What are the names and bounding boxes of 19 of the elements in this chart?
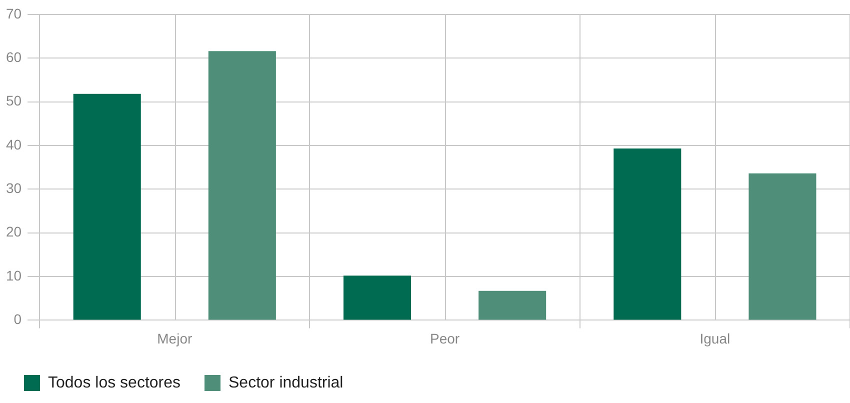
bar [73,94,141,320]
bar [208,51,276,320]
legend-label: Sector industrial [228,374,344,392]
y-tick-label: 30 [6,180,22,196]
y-tick-label: 20 [6,224,22,240]
y-tick-label: 50 [6,92,22,109]
bar [343,276,412,320]
bar [614,148,682,320]
x-tick-label: Mejor [157,330,192,346]
x-tick-label: Igual [700,330,730,346]
y-tick-label: 70 [6,5,22,22]
y-tick-label: 40 [6,136,22,152]
bar [478,290,546,320]
y-tick-label: 0 [14,311,22,328]
y-tick-label: 10 [6,267,22,284]
y-tick-label: 60 [6,48,22,65]
bar [748,173,816,320]
x-tick-label: Peor [430,330,460,346]
legend-label: Todos los sectores [48,374,181,392]
